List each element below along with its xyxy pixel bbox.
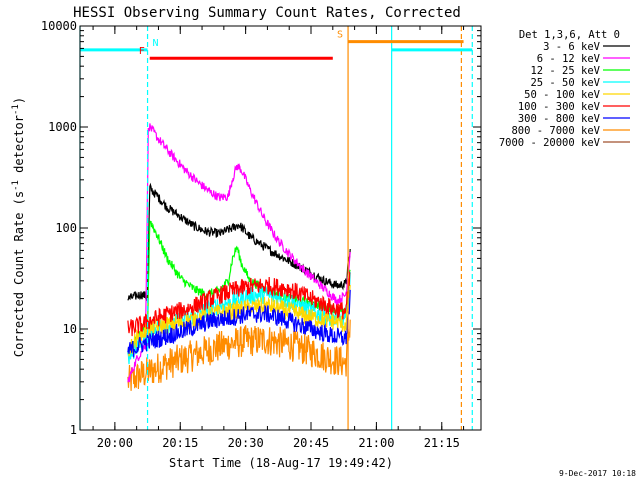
legend-label-6: 300 - 800 keV <box>518 113 601 125</box>
series-line-100-300kev <box>127 271 351 337</box>
y-axis: 1 10 100 1000 10000 <box>41 19 481 437</box>
generation-timestamp: 9-Dec-2017 10:18 <box>559 469 636 478</box>
legend-label-4: 50 - 100 keV <box>524 89 601 101</box>
y-tick-label-1: 10 <box>63 322 77 336</box>
chart-title: HESSI Observing Summary Count Rates, Cor… <box>73 5 461 21</box>
plot-area: NF S <box>79 25 482 431</box>
series-line-800-7000kev <box>127 319 351 391</box>
legend-label-5: 100 - 300 keV <box>518 101 601 113</box>
y-tick-label-2: 100 <box>55 221 77 235</box>
y-tick-label-0: 1 <box>70 423 77 437</box>
x-tick-label-0: 20:00 <box>97 436 133 450</box>
x-axis-title: Start Time (18-Aug-17 19:49:42) <box>169 456 393 470</box>
legend-label-8: 7000 - 20000 keV <box>499 137 601 149</box>
x-tick-label-3: 20:45 <box>293 436 329 450</box>
legend-header: Det 1,3,6, Att 0 <box>519 29 620 41</box>
y-axis-title: Corrected Count Rate (s-1 detector-1) <box>11 97 26 357</box>
flag-label-F: F <box>139 46 145 57</box>
x-tick-label-5: 21:15 <box>424 436 460 450</box>
y-axis-title-sup2: -1 <box>11 104 21 115</box>
flag-label-S: S <box>337 30 343 41</box>
series-line-300-800kev <box>127 289 351 358</box>
y-axis-title-end: ) <box>12 97 26 104</box>
legend-label-3: 25 - 50 keV <box>530 77 600 89</box>
y-tick-label-4: 10000 <box>41 19 77 33</box>
y-axis-title-main: Corrected Count Rate (s <box>12 191 26 357</box>
legend-label-1: 6 - 12 keV <box>537 53 601 65</box>
series-line-6-12kev <box>127 123 351 383</box>
legend-label-7: 800 - 7000 keV <box>511 125 600 137</box>
x-tick-label-2: 20:30 <box>228 436 264 450</box>
y-axis-title-mid: detector <box>12 115 26 180</box>
legend-label-0: 3 - 6 keV <box>543 41 601 53</box>
x-axis: 20:00 20:15 20:30 20:45 21:00 21:15 <box>92 26 465 450</box>
plot-frame <box>79 25 482 431</box>
flag-label-N: N <box>153 38 159 49</box>
x-tick-label-1: 20:15 <box>162 436 198 450</box>
x-tick-label-4: 21:00 <box>358 436 394 450</box>
y-axis-title-sup1: -1 <box>11 180 21 191</box>
legend-label-2: 12 - 25 keV <box>530 65 600 77</box>
y-tick-label-3: 1000 <box>48 120 77 134</box>
